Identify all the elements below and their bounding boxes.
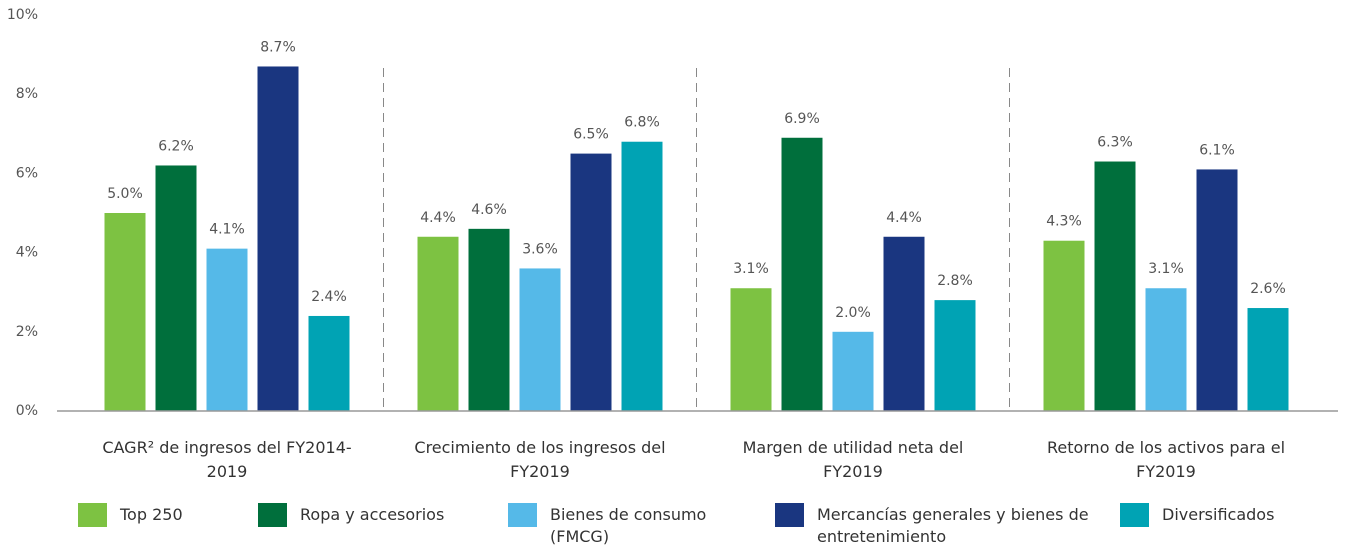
bar	[1196, 169, 1238, 411]
bar	[730, 288, 772, 411]
value-label: 3.1%	[1148, 261, 1184, 277]
value-label: 6.2%	[158, 138, 194, 154]
value-label: 6.9%	[784, 111, 820, 127]
x-tick-label: CAGR² de ingresos del FY2014-2019	[102, 438, 352, 481]
bar	[621, 141, 663, 411]
legend-swatch	[508, 503, 537, 527]
legend-swatch	[775, 503, 804, 527]
bar	[104, 213, 146, 411]
legend-label: Diversificados	[1162, 505, 1275, 524]
bar	[257, 66, 299, 411]
bar	[206, 248, 248, 411]
bar	[1247, 308, 1289, 411]
value-label: 2.0%	[835, 305, 871, 321]
value-label: 6.1%	[1199, 142, 1235, 158]
legend-label: Top 250	[120, 505, 183, 524]
value-label: 4.3%	[1046, 214, 1082, 230]
value-label: 2.4%	[311, 289, 347, 305]
bar	[1145, 288, 1187, 411]
bar	[417, 236, 459, 411]
x-tick-label: Retorno de los activos para el FY2019	[1046, 438, 1286, 481]
y-tick-label: 2%	[16, 324, 38, 340]
value-label: 6.8%	[624, 115, 660, 131]
legend-label: Ropa y accesorios	[300, 505, 445, 524]
bar	[883, 236, 925, 411]
bar	[1094, 161, 1136, 411]
bar	[570, 153, 612, 411]
value-label: 2.8%	[937, 273, 973, 289]
y-tick-label: 8%	[16, 86, 38, 102]
x-tick-label: Margen de utilidad neta del FY2019	[742, 438, 964, 481]
y-tick-label: 6%	[16, 165, 38, 181]
value-label: 4.4%	[886, 210, 922, 226]
value-label: 4.1%	[209, 222, 245, 238]
value-label: 4.4%	[420, 210, 456, 226]
legend-swatch	[258, 503, 287, 527]
legend-label: Bienes de consumo (FMCG)	[550, 505, 707, 546]
value-label: 4.6%	[471, 202, 507, 218]
bar	[1043, 240, 1085, 411]
value-label: 6.5%	[573, 127, 609, 143]
value-label: 5.0%	[107, 186, 143, 202]
value-label: 3.1%	[733, 261, 769, 277]
legend-swatch	[1120, 503, 1149, 527]
bar	[155, 165, 197, 411]
y-tick-label: 10%	[7, 7, 38, 23]
bar	[468, 228, 510, 411]
bar	[781, 137, 823, 411]
value-label: 8.7%	[260, 39, 296, 55]
legend-label: Mercancías generales y bienes de entrete…	[817, 505, 1089, 546]
bar	[519, 268, 561, 411]
y-tick-label: 0%	[16, 403, 38, 419]
bar	[934, 300, 976, 411]
y-tick-label: 4%	[16, 245, 38, 261]
bar	[308, 315, 350, 411]
value-label: 2.6%	[1250, 281, 1286, 297]
value-label: 3.6%	[522, 241, 558, 257]
bar	[832, 331, 874, 411]
x-tick-label: Crecimiento de los ingresos del FY2019	[414, 438, 666, 481]
legend-swatch	[78, 503, 107, 527]
value-label: 6.3%	[1097, 135, 1133, 151]
